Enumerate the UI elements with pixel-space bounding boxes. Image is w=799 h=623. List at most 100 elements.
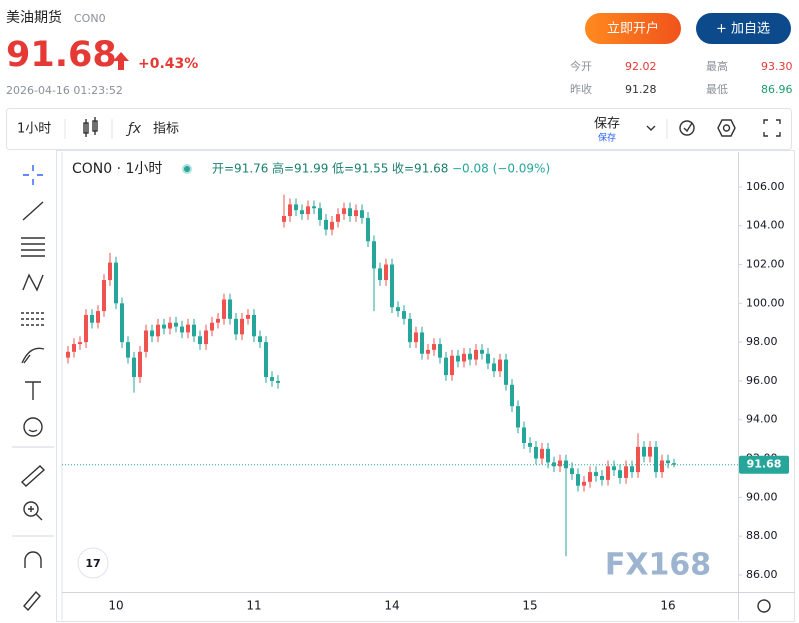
candle-body	[342, 208, 346, 215]
stat-label: 最低	[706, 83, 728, 96]
fib-tool[interactable]	[21, 237, 45, 257]
candle-body	[156, 324, 160, 337]
candle-body	[648, 446, 652, 457]
settings-icon[interactable]	[717, 119, 736, 137]
candle-body	[168, 322, 172, 329]
candle-body	[144, 330, 148, 352]
candle-body	[264, 342, 268, 378]
candle-body	[132, 357, 136, 378]
candle-body	[192, 324, 196, 337]
candle-body	[450, 355, 454, 376]
candle-body	[318, 208, 322, 220]
candle-body	[528, 443, 532, 447]
stat-label: 最高	[706, 59, 728, 73]
legend-item: 高=91.99	[272, 161, 328, 176]
y-tick-label: 106.00	[746, 180, 785, 193]
button-bg	[585, 13, 681, 44]
alert-icon[interactable]	[679, 120, 695, 136]
open-account-button[interactable]: 立即开户	[585, 13, 681, 44]
candle-body	[510, 384, 514, 407]
drawing-tools	[12, 165, 54, 612]
emoji-tool[interactable]	[23, 417, 43, 437]
stat-label: 昨收	[570, 82, 592, 96]
candle-body	[420, 332, 424, 354]
candle-type-icon[interactable]	[83, 117, 98, 137]
candle-body	[240, 318, 244, 335]
candle-body	[174, 322, 178, 327]
candle-body	[258, 336, 262, 343]
candle-body	[612, 466, 616, 471]
candle-body	[438, 344, 442, 358]
candle-body	[108, 262, 112, 281]
candle-body	[426, 349, 430, 354]
save[interactable]: 保存	[594, 117, 620, 132]
button-bg	[696, 13, 791, 44]
timestamp: 2026-04-16 01:23:52	[6, 84, 123, 97]
stat-value: 91.28	[625, 83, 657, 96]
candle-body	[516, 406, 520, 428]
interval[interactable]: 1小时	[17, 122, 51, 137]
watchlist-button[interactable]: + 加自选	[696, 13, 791, 44]
pattern-tool[interactable]	[22, 273, 44, 292]
save-sub: 保存	[598, 132, 616, 144]
x-tick-label: 11	[246, 599, 261, 613]
candle-body	[360, 210, 364, 218]
candle-body	[252, 314, 256, 337]
candle-body	[276, 380, 280, 383]
candle-body	[468, 353, 472, 360]
fullscreen-icon[interactable]	[763, 119, 781, 137]
candle-body	[444, 357, 448, 376]
candle-body	[150, 330, 154, 337]
chevron[interactable]	[646, 125, 656, 131]
candle-body	[522, 427, 526, 444]
tv-logo: 17	[77, 547, 109, 579]
ruler-tool[interactable]	[20, 465, 46, 487]
candle-body	[162, 324, 166, 329]
candle-body	[588, 472, 592, 482]
y-tick-label: 90.00	[746, 490, 778, 503]
candle-body	[186, 324, 190, 333]
symbol: CON0 · 1小时	[72, 161, 162, 177]
candle-body	[306, 206, 310, 215]
lock-tool[interactable]	[23, 590, 41, 612]
text-tool[interactable]	[25, 381, 41, 400]
crosshair-tool[interactable]	[23, 165, 43, 185]
price: 91.68	[6, 35, 117, 75]
brush-tool[interactable]	[21, 347, 45, 364]
candle-body	[372, 241, 376, 269]
y-tick-label: 100.00	[746, 296, 785, 309]
axis-settings[interactable]	[757, 599, 771, 613]
candle-body	[498, 359, 502, 372]
candle-body	[672, 463, 676, 465]
candle-body	[642, 446, 646, 457]
stat-value: 93.30	[761, 60, 793, 73]
candle-body	[288, 204, 292, 217]
candle-body	[102, 280, 106, 312]
forecast-tool[interactable]	[21, 312, 45, 326]
zoom-tool[interactable]	[23, 501, 39, 517]
candle-body	[90, 314, 94, 323]
candle-body	[84, 314, 88, 343]
candle-body	[390, 264, 394, 308]
candle-body	[210, 322, 214, 331]
candle-body	[582, 481, 586, 486]
indicators[interactable]: 指标	[153, 122, 179, 137]
code: CON0	[74, 12, 106, 25]
candle-body	[216, 318, 220, 323]
candle-body	[636, 446, 640, 473]
candle-body	[198, 336, 202, 345]
x-tick-label: 16	[660, 599, 675, 613]
candle-body	[234, 318, 238, 335]
magnet-tool[interactable]	[24, 551, 42, 568]
candle-body	[300, 210, 304, 215]
change: +0.43%	[138, 56, 198, 72]
candle-body	[480, 349, 484, 354]
candle-body	[432, 344, 436, 350]
candle-body	[312, 206, 316, 209]
y-tick-label: 98.00	[746, 335, 778, 348]
candle-body	[630, 466, 634, 473]
candle-body	[294, 204, 298, 211]
legend-item: 开=91.76	[212, 162, 268, 176]
y-tick-label: 86.00	[746, 568, 778, 581]
line-tool[interactable]	[22, 201, 44, 221]
